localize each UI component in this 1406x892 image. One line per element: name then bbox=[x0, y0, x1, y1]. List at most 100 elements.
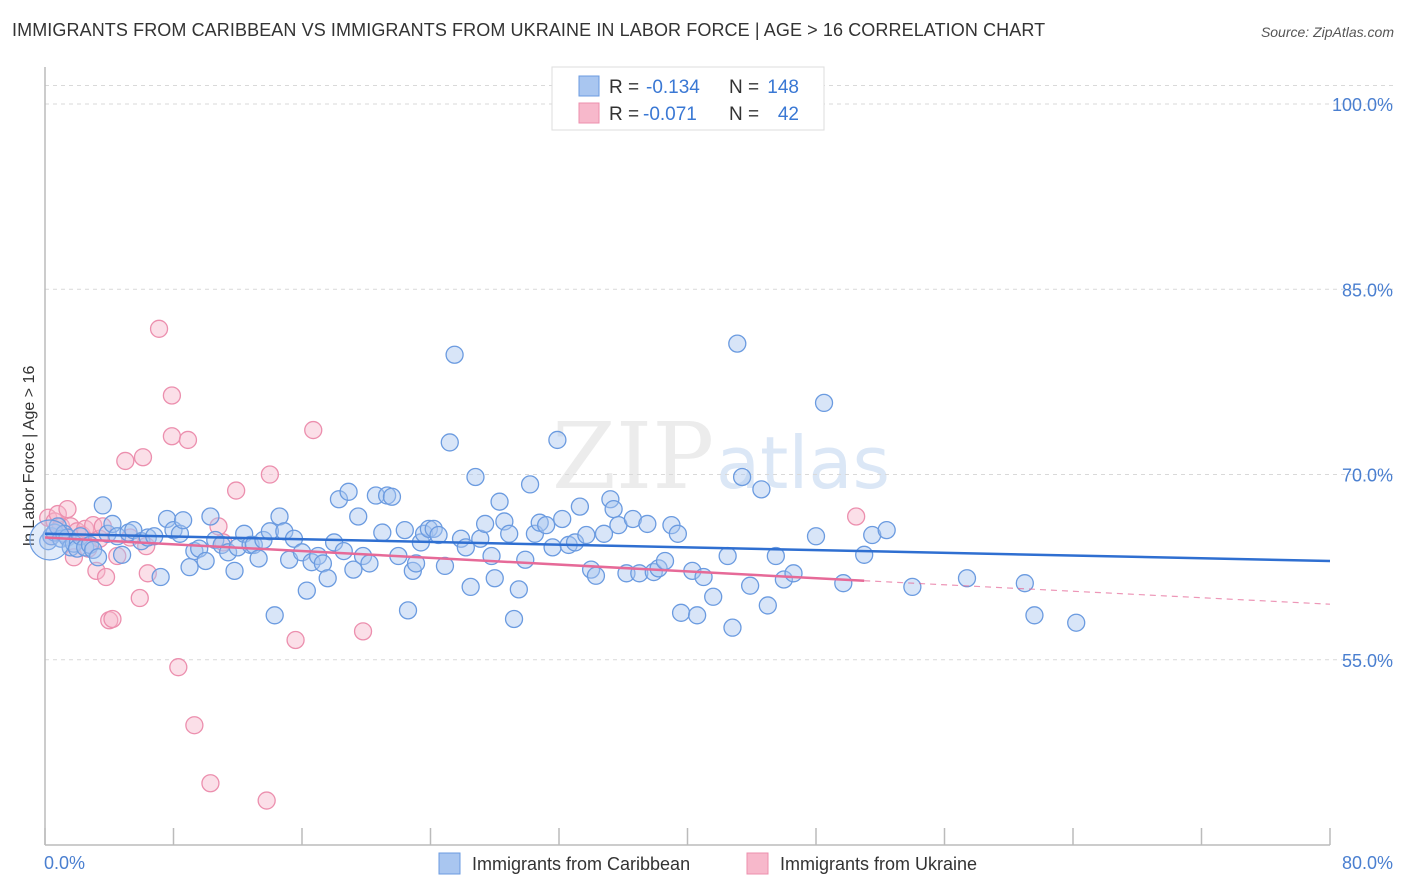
data-point bbox=[814, 393, 834, 413]
data-point bbox=[170, 524, 190, 543]
data-point bbox=[594, 524, 614, 543]
data-point bbox=[466, 467, 485, 487]
y-tick-labels: 55.0% 70.0% 85.0% 100.0% bbox=[1332, 95, 1393, 671]
x-tick-label-min: 0.0% bbox=[44, 853, 85, 873]
data-point bbox=[424, 519, 443, 539]
data-point bbox=[339, 482, 358, 501]
data-point bbox=[260, 465, 280, 484]
data-point bbox=[834, 574, 853, 593]
y-tick-label: 55.0% bbox=[1342, 651, 1393, 671]
data-point bbox=[180, 557, 199, 577]
data-point bbox=[548, 430, 567, 450]
data-point bbox=[537, 516, 556, 535]
data-point bbox=[116, 451, 135, 471]
data-point bbox=[604, 499, 623, 519]
data-point bbox=[500, 524, 519, 543]
trend-lines bbox=[44, 532, 1331, 605]
data-point bbox=[395, 520, 414, 540]
data-point bbox=[957, 569, 977, 588]
data-point bbox=[718, 546, 737, 566]
data-point bbox=[668, 524, 688, 543]
x-tick-label-max: 80.0% bbox=[1342, 853, 1393, 873]
chart-title: IMMIGRANTS FROM CARIBBEAN VS IMMIGRANTS … bbox=[12, 20, 1046, 40]
data-point bbox=[766, 546, 785, 566]
data-point bbox=[553, 509, 572, 529]
series-legend-swatch-caribbean bbox=[438, 852, 461, 875]
data-point bbox=[806, 527, 826, 546]
stats-legend: R = -0.134 N = 148 R = -0.071 N = 42 bbox=[551, 66, 825, 131]
series-legend-label-caribbean: Immigrants from Caribbean bbox=[472, 854, 690, 874]
data-point bbox=[758, 596, 777, 615]
watermark-atlas: atlas bbox=[716, 421, 890, 505]
trend-line-ukraine bbox=[44, 536, 865, 582]
data-point bbox=[178, 430, 198, 450]
data-point bbox=[103, 609, 122, 629]
data-point-cluster bbox=[29, 519, 71, 561]
data-point bbox=[490, 492, 509, 511]
data-point bbox=[1067, 613, 1086, 632]
data-point bbox=[1025, 606, 1044, 625]
source-credit: Source: ZipAtlas.com bbox=[1260, 24, 1394, 40]
data-point bbox=[133, 448, 153, 467]
data-point bbox=[485, 569, 504, 588]
data-point bbox=[88, 548, 108, 567]
data-point bbox=[445, 345, 464, 364]
data-point bbox=[429, 525, 448, 545]
data-point bbox=[784, 564, 803, 583]
legend-swatch-caribbean bbox=[578, 75, 600, 97]
data-point bbox=[96, 567, 116, 587]
data-point bbox=[586, 566, 606, 585]
legend-swatch-ukraine bbox=[578, 102, 600, 124]
data-point bbox=[671, 603, 691, 622]
data-point bbox=[863, 525, 882, 545]
legend-r-label-ukraine: R = bbox=[609, 104, 639, 125]
data-point bbox=[297, 581, 316, 600]
data-point bbox=[520, 475, 540, 494]
data-point bbox=[406, 554, 426, 573]
series-legend: Immigrants from Caribbean Immigrants fro… bbox=[438, 852, 977, 875]
legend-r-value-ukraine: -0.071 bbox=[643, 104, 697, 125]
data-point bbox=[687, 606, 707, 625]
data-point bbox=[286, 630, 305, 650]
data-point bbox=[398, 601, 418, 620]
data-point bbox=[334, 541, 353, 561]
data-point bbox=[638, 514, 657, 534]
data-point bbox=[1015, 574, 1034, 593]
data-point bbox=[728, 334, 747, 353]
y-tick-label: 70.0% bbox=[1342, 466, 1393, 486]
data-point bbox=[577, 525, 596, 545]
data-point bbox=[509, 580, 528, 599]
data-point bbox=[162, 386, 182, 405]
data-point bbox=[225, 561, 244, 580]
trend-line-caribbean bbox=[44, 532, 1331, 563]
data-point bbox=[440, 433, 459, 452]
data-point bbox=[260, 522, 280, 541]
data-point bbox=[475, 514, 495, 534]
data-point bbox=[623, 509, 643, 529]
data-point bbox=[329, 490, 349, 509]
data-point bbox=[353, 546, 373, 566]
data-point bbox=[847, 507, 866, 526]
data-point bbox=[903, 577, 922, 597]
data-point bbox=[344, 560, 363, 579]
data-point bbox=[201, 507, 220, 526]
y-tick-label: 100.0% bbox=[1332, 95, 1393, 115]
data-point bbox=[855, 545, 874, 564]
data-point bbox=[373, 523, 392, 542]
data-point bbox=[249, 549, 268, 568]
y-tick-label: 85.0% bbox=[1342, 280, 1393, 300]
legend-n-label-ukraine: N = bbox=[729, 104, 759, 125]
data-point bbox=[149, 319, 169, 338]
data-point bbox=[304, 420, 323, 440]
data-point bbox=[723, 618, 742, 637]
data-point bbox=[543, 538, 562, 557]
legend-n-label-caribbean: N = bbox=[729, 77, 759, 98]
legend-n-value-caribbean: 148 bbox=[767, 77, 799, 98]
data-point bbox=[419, 519, 439, 539]
data-point bbox=[58, 499, 77, 519]
data-point bbox=[732, 467, 752, 487]
data-point bbox=[130, 588, 149, 608]
data-point bbox=[201, 774, 220, 793]
data-point bbox=[151, 567, 170, 587]
